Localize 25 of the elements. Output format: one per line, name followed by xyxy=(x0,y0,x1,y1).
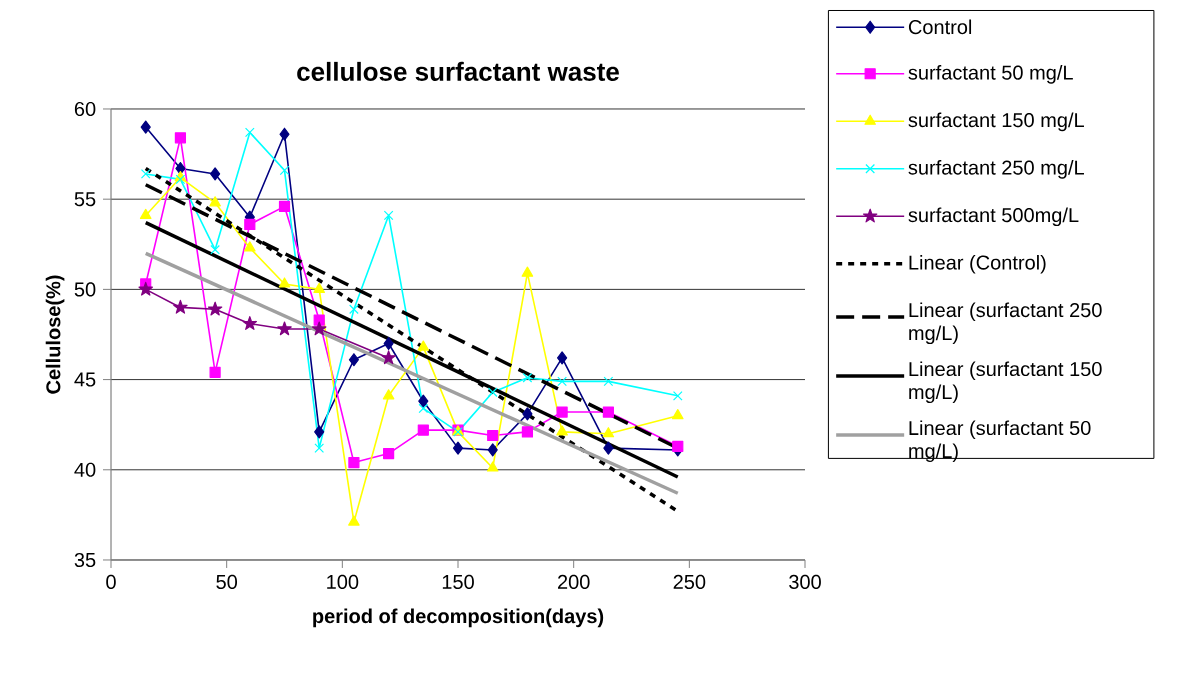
x-tick-label: 50 xyxy=(216,574,238,590)
x-tick-label: 200 xyxy=(557,574,590,590)
x-axis-title: period of decomposition(days) xyxy=(313,608,604,628)
legend-label: Linear (surfactant 250 mg/L) xyxy=(909,302,1102,345)
legend-label: Linear (surfactant 150 mg/L) xyxy=(909,361,1102,404)
x-tick-label: 100 xyxy=(327,574,359,590)
chart-title: cellulose surfactant waste xyxy=(297,61,619,81)
legend-label: Linear (Control) xyxy=(909,254,1046,274)
y-tick-label: 50 xyxy=(74,282,96,297)
y-tick-label: 60 xyxy=(74,101,96,117)
x-tick-label: 150 xyxy=(442,574,474,590)
legend-label: surfactant 500mg/L xyxy=(908,207,1079,227)
legend-label: surfactant 250 mg/L xyxy=(908,159,1084,179)
y-tick-label: 35 xyxy=(74,552,96,568)
y-axis-title: Cellulose(%) xyxy=(45,275,65,394)
y-tick-label: 55 xyxy=(74,192,96,207)
legend-label: Control xyxy=(908,19,972,35)
x-tick-label: 300 xyxy=(789,574,821,590)
x-tick-label: 0 xyxy=(106,574,116,590)
legend-label: Linear (surfactant 50 mg/L) xyxy=(909,420,1091,463)
y-tick-label: 45 xyxy=(74,372,96,387)
legend-label: surfactant 150 mg/L xyxy=(908,112,1084,132)
x-tick-label: 250 xyxy=(673,574,706,590)
y-tick-label: 40 xyxy=(74,462,96,477)
legend-label: surfactant 50 mg/L xyxy=(908,65,1073,84)
